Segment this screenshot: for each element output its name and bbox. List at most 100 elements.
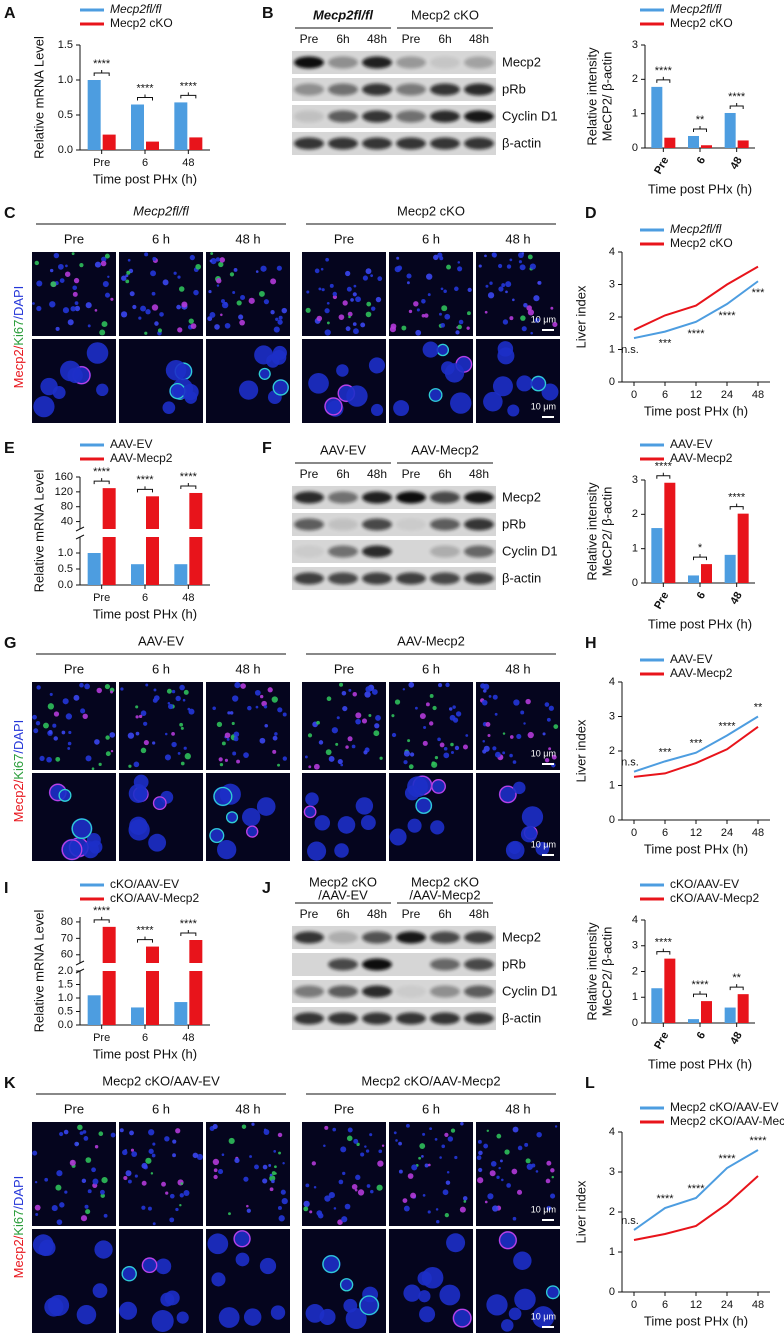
significance-bracket [729,984,744,991]
y-axis-label: Liver index [573,285,588,348]
significance-label: **** [687,328,705,340]
nucleus [219,257,226,263]
nucleus [509,316,514,321]
nucleus-ring [152,796,167,811]
blot-band [430,137,460,150]
lane-label: Pre [402,467,421,481]
nucleus [525,698,531,705]
nucleus [507,404,520,417]
nucleus [422,1194,426,1197]
nucleus [462,1196,468,1201]
nucleus [498,1231,518,1250]
y-tick-label: 1.5 [58,39,73,51]
panel-letter: B [262,5,274,22]
nucleus [478,264,482,268]
bar [146,537,159,585]
nucleus-ring [213,786,233,806]
bar [737,513,749,583]
nucleus [55,1184,62,1191]
nucleus [53,736,58,741]
nucleus [505,290,508,294]
bar [724,112,736,148]
nucleus [391,732,397,738]
nucleus [249,1155,252,1158]
nucleus [434,1137,438,1141]
nucleus [337,1219,343,1225]
nucleus [526,1163,533,1170]
nucleus [96,383,109,397]
nucleus [377,276,383,282]
nucleus [218,757,223,762]
blot-band [396,491,426,504]
lane-label: Pre [402,907,421,921]
bar [87,553,101,585]
nucleus-ring [303,805,317,819]
x-tick-label: 48 [752,827,764,839]
bar [651,988,663,1023]
nucleus [333,1207,337,1210]
nucleus [140,305,147,312]
nucleus [364,691,371,698]
nucleus [544,702,550,707]
image-group-label: Mecp2fl/fl [133,203,190,218]
nucleus [183,1189,190,1196]
nucleus [150,1172,154,1175]
nucleus [179,684,185,691]
nucleus [508,1307,522,1321]
nucleus [49,692,53,696]
nucleus [344,1203,351,1210]
nucleus [224,322,231,329]
significance-label: * [698,542,703,554]
nucleus [263,1128,267,1132]
nucleus [443,752,450,759]
nucleus [82,1130,87,1134]
nucleus [240,683,246,689]
nucleus [218,1307,240,1328]
nucleus [74,1141,79,1147]
nucleus [236,759,241,764]
nucleus [324,1125,329,1130]
nucleus [110,1132,116,1138]
nucleus [152,1222,156,1226]
nucleus [101,1176,108,1184]
nucleus [226,811,239,824]
y-tick-label: 0.5 [58,563,73,575]
panel-letter: I [4,880,8,897]
nucleus [396,256,400,260]
blot-band [464,137,494,150]
nucleus [328,1191,335,1199]
nucleus [370,403,384,417]
nucleus [131,1151,138,1158]
nucleus [187,707,191,711]
nucleus [402,1198,408,1203]
nucleus [152,1142,156,1146]
nucleus [55,326,60,331]
bar [102,488,116,529]
nucleus [350,298,354,302]
nucleus [59,278,65,283]
nucleus [65,713,72,720]
nucleus [165,1191,169,1195]
nucleus [429,721,434,726]
nucleus [80,708,86,714]
nucleus-ring [339,1278,354,1292]
blot-group-label: /AAV-EV [318,887,368,902]
nucleus [241,1124,247,1129]
nucleus [548,705,554,711]
nucleus [277,763,281,767]
nucleus [423,725,427,729]
nucleus [548,747,552,751]
nucleus [177,275,181,279]
nucleus [516,733,522,740]
nucleus [406,281,410,285]
y-tick-label: 4 [632,914,638,926]
stain-label: Mecp2/Ki67/DAPI [11,286,26,389]
nucleus [457,261,461,264]
nucleus [444,1132,449,1137]
nucleus [321,288,325,292]
nucleus [33,396,55,418]
nucleus [74,301,79,306]
significance-bracket [137,94,153,101]
stain-label: Mecp2/Ki67/DAPI [11,720,26,823]
x-axis-label: Time post PHx (h) [644,1313,748,1328]
